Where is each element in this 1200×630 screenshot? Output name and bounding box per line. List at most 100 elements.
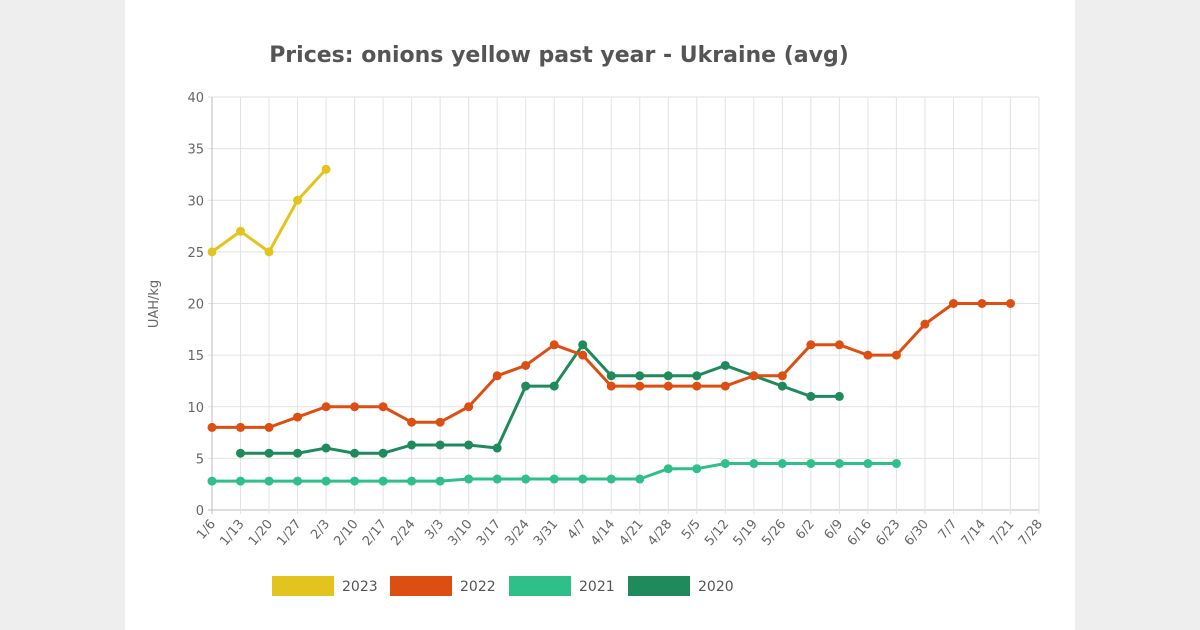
data-point: [321, 443, 331, 453]
x-tick-label: 6/16: [845, 517, 875, 549]
data-point: [863, 459, 873, 469]
legend-label: 2020: [698, 579, 734, 595]
series-line-2020: [240, 343, 840, 455]
data-point: [321, 402, 331, 412]
x-tick-label: 4/14: [588, 517, 618, 549]
data-point: [720, 381, 730, 391]
x-tick-label: 1/13: [217, 517, 247, 549]
x-tick-label: 3/31: [531, 517, 561, 549]
legend-label: 2023: [342, 579, 378, 595]
data-point: [806, 391, 816, 401]
data-point: [350, 448, 360, 458]
legend-swatch: [390, 576, 452, 596]
data-point: [492, 371, 502, 381]
x-tick-label: 7/7: [936, 517, 961, 543]
x-tick-label: 2/3: [308, 517, 333, 543]
data-point: [492, 474, 502, 484]
data-point: [749, 371, 759, 381]
y-tick-label: 25: [187, 246, 204, 261]
data-point: [207, 247, 217, 257]
y-tick-label: 35: [187, 143, 204, 158]
data-point: [407, 440, 417, 450]
data-point: [806, 459, 816, 469]
data-point: [720, 360, 730, 370]
data-point: [236, 226, 246, 236]
x-tick-label: 3/17: [474, 517, 504, 549]
x-tick-label: 5/12: [702, 517, 732, 549]
x-tick-label: 2/17: [360, 517, 390, 549]
grid: [208, 96, 1040, 514]
x-tick-label: 3/3: [422, 517, 447, 543]
data-point: [293, 476, 303, 486]
data-point: [435, 440, 445, 450]
chart-title: Prices: onions yellow past year - Ukrain…: [269, 43, 849, 68]
data-point: [407, 476, 417, 486]
x-tick-label: 3/10: [445, 517, 475, 549]
legend-item-2022: 2022: [390, 576, 496, 596]
legend-label: 2021: [579, 579, 615, 595]
data-point: [1005, 299, 1015, 308]
data-point: [891, 350, 901, 360]
data-point: [977, 299, 987, 308]
data-point: [264, 247, 274, 257]
data-point: [777, 371, 787, 381]
data-point: [207, 422, 217, 432]
data-point: [293, 412, 303, 422]
data-point: [464, 440, 474, 450]
x-tick-label: 7/28: [1016, 517, 1046, 549]
x-axis-ticks: 1/61/131/201/27 2/32/102/172/24 3/33/103/1…: [194, 517, 1046, 549]
legend-item-2021: 2021: [509, 576, 615, 596]
series-2022: [207, 299, 1015, 432]
data-point: [578, 340, 588, 350]
x-tick-label: 6/9: [822, 517, 847, 543]
chart-card: Prices: onions yellow past year - Ukrain…: [125, 0, 1075, 630]
legend-item-2020: 2020: [628, 576, 734, 596]
x-tick-label: 6/23: [873, 517, 903, 549]
data-point: [834, 340, 844, 350]
y-axis-label: UAH/kg: [147, 280, 162, 328]
data-point: [236, 422, 246, 432]
data-point: [378, 448, 388, 458]
data-point: [236, 448, 246, 458]
x-tick-label: 7/21: [987, 517, 1017, 549]
data-point: [549, 381, 559, 391]
data-point: [350, 402, 360, 412]
x-tick-label: 5/19: [731, 517, 761, 549]
series-2023: [207, 164, 331, 257]
data-point: [663, 371, 673, 381]
data-point: [321, 164, 331, 174]
data-point: [635, 381, 645, 391]
data-point: [606, 371, 616, 381]
data-point: [606, 381, 616, 391]
data-point: [264, 448, 274, 458]
legend-swatch: [509, 576, 571, 596]
data-point: [464, 474, 474, 484]
series-lines: [207, 164, 1015, 486]
data-point: [521, 381, 531, 391]
data-point: [806, 340, 816, 350]
x-tick-label: 2/24: [388, 517, 418, 549]
x-tick-label: 3/24: [502, 517, 532, 549]
data-point: [834, 391, 844, 401]
x-tick-label: 1/20: [246, 517, 276, 549]
data-point: [435, 417, 445, 427]
series-2020: [236, 340, 844, 458]
data-point: [264, 422, 274, 432]
data-point: [378, 402, 388, 412]
data-point: [578, 350, 588, 360]
data-point: [378, 476, 388, 486]
data-point: [891, 459, 901, 469]
data-point: [834, 459, 844, 469]
y-tick-label: 5: [196, 452, 204, 467]
data-point: [264, 476, 274, 486]
x-tick-label: 6/2: [793, 517, 818, 543]
data-point: [692, 371, 702, 381]
data-point: [464, 402, 474, 412]
data-point: [749, 459, 759, 469]
data-point: [692, 381, 702, 391]
data-point: [435, 476, 445, 486]
data-point: [293, 448, 303, 458]
legend-label: 2022: [460, 579, 496, 595]
data-point: [321, 476, 331, 486]
data-point: [863, 350, 873, 360]
